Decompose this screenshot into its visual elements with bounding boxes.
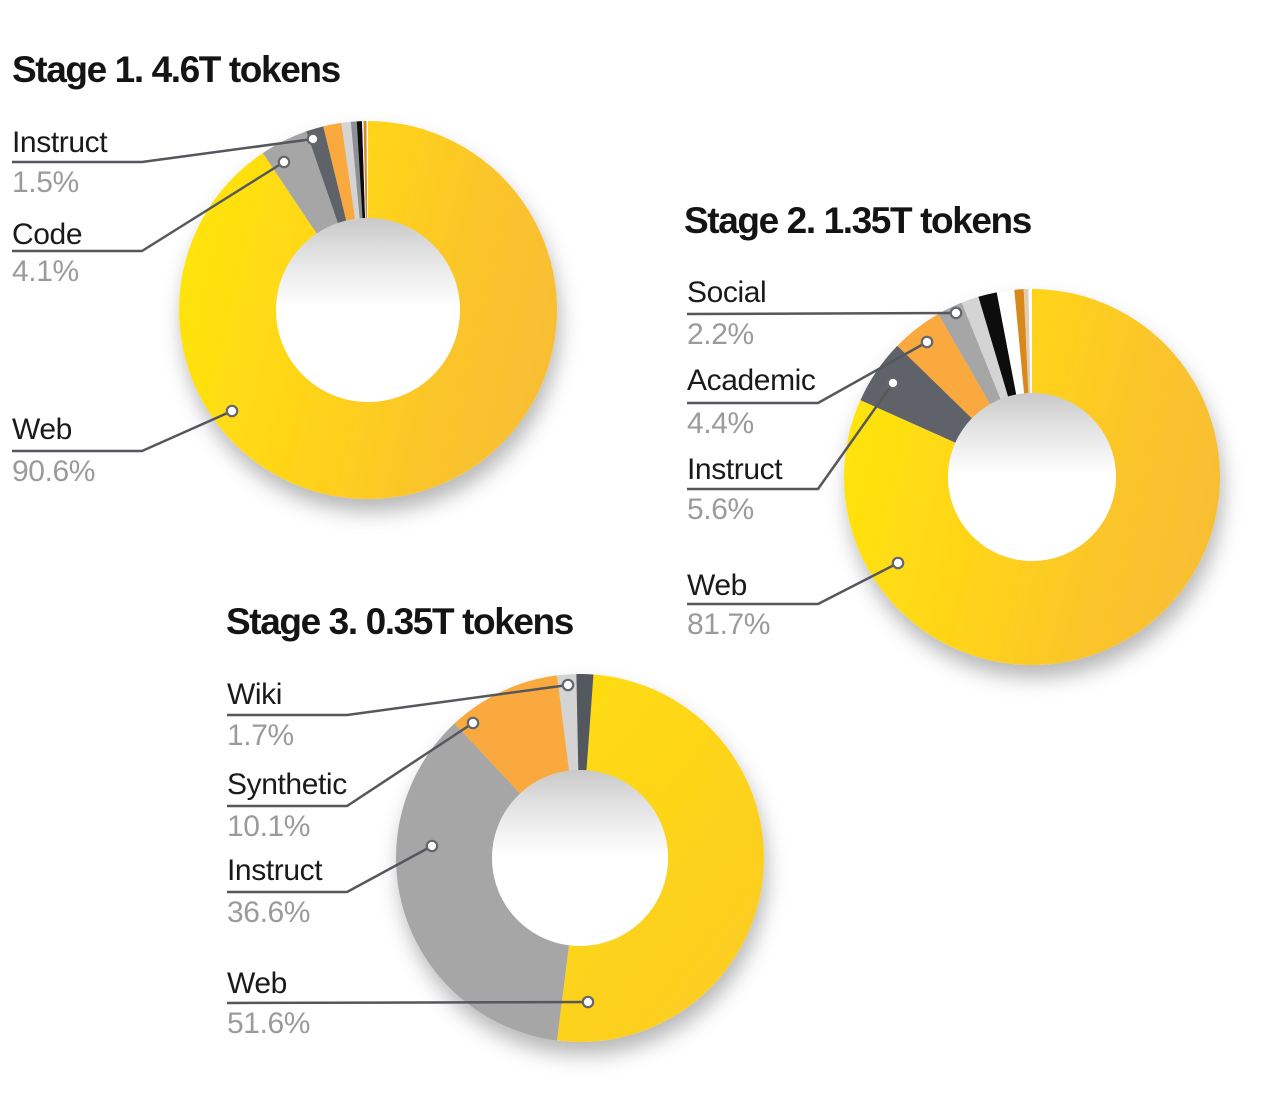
stage2-pct-web: 81.7%	[687, 608, 771, 641]
stage3-pct-wiki: 1.7%	[227, 719, 294, 752]
slice-web	[556, 674, 764, 1042]
stage-2-donut	[843, 288, 1220, 665]
slice-web	[179, 121, 558, 499]
slice-unlabeled	[996, 289, 1025, 395]
leader-line	[686, 311, 957, 316]
donut-hole	[948, 393, 1116, 561]
stage1-label-code: Code	[12, 218, 83, 251]
stage1-pct-instruct: 1.5%	[12, 166, 79, 199]
stage3-pct-synthetic: 10.1%	[227, 810, 311, 843]
slice-web	[843, 289, 1220, 665]
leader-line	[687, 382, 895, 491]
slice-unlabeled	[363, 121, 368, 219]
stage-3-title: Stage 3. 0.35T tokens	[226, 601, 574, 642]
slice-synthetic	[454, 675, 570, 794]
leader-dot	[886, 376, 900, 390]
stage3-label-web: Web	[227, 967, 287, 1000]
stage3-label-instruct: Instruct	[227, 854, 323, 887]
stage2-label-social: Social	[687, 276, 767, 309]
stage2-pct-academic: 4.4%	[687, 407, 754, 440]
stage2-label-academic: Academic	[687, 364, 816, 397]
stage-3-leaders	[226, 678, 595, 1009]
slice-unlabeled	[323, 122, 356, 221]
slice-wiki	[557, 674, 579, 771]
leader-dot	[949, 306, 963, 320]
slice-unlabeled	[341, 121, 360, 219]
stage1-pct-web: 90.6%	[12, 455, 96, 488]
leader-dot	[561, 678, 575, 692]
slice-instruct	[306, 126, 347, 224]
stage-2-leaders	[686, 306, 963, 606]
leader-dot	[920, 335, 934, 349]
donut-hole	[276, 218, 460, 402]
stage3-label-wiki: Wiki	[227, 678, 283, 711]
leader-line	[227, 844, 433, 894]
leader-line	[12, 160, 285, 253]
leader-dot	[306, 132, 320, 146]
leader-dot	[425, 839, 439, 853]
slice-instruct	[860, 345, 972, 443]
leader-line	[227, 683, 569, 717]
leader-line	[12, 137, 314, 164]
slice-unlabeled	[366, 121, 368, 218]
slice-unlabeled	[350, 121, 363, 219]
leader-line	[227, 721, 474, 808]
leader-dot	[466, 716, 480, 730]
leader-dot	[891, 556, 905, 570]
stage3-pct-instruct: 36.6%	[227, 896, 311, 929]
slice-unlabeled	[356, 121, 366, 219]
leader-dot	[225, 404, 239, 418]
donut-hole	[492, 770, 668, 946]
slice-unlabeled	[961, 296, 1009, 400]
slice-unlabeled	[978, 292, 1017, 397]
stage2-pct-instruct: 5.6%	[687, 493, 754, 526]
slice-social	[938, 302, 1001, 405]
leader-line	[12, 409, 233, 453]
stage-1-title: Stage 1. 4.6T tokens	[12, 49, 341, 90]
stage1-label-web: Web	[12, 413, 72, 446]
stage-1-donut	[179, 121, 558, 499]
slice-unlabeled	[1028, 288, 1032, 394]
slice-unlabeled	[1014, 289, 1029, 394]
stage1-pct-code: 4.1%	[12, 255, 79, 288]
stage2-label-instruct: Instruct	[687, 453, 783, 486]
slice-unlabeled	[576, 674, 594, 771]
stage1-label-instruct: Instruct	[12, 126, 108, 159]
stage2-pct-social: 2.2%	[687, 318, 754, 351]
leader-dot	[277, 155, 291, 169]
stage2-label-web: Web	[687, 569, 747, 602]
leader-line	[226, 1000, 589, 1005]
stage3-pct-web: 51.6%	[227, 1007, 311, 1040]
slice-unlabeled	[1023, 289, 1031, 394]
leader-line	[687, 340, 928, 405]
leader-line	[687, 561, 899, 606]
stage3-label-synthetic: Synthetic	[227, 768, 347, 801]
stage-1-leaders	[12, 132, 320, 453]
stage-3-donut	[396, 674, 764, 1042]
leader-dot	[581, 995, 595, 1009]
slice-academic	[897, 313, 991, 419]
stage-2-title: Stage 2. 1.35T tokens	[684, 200, 1032, 241]
slice-instruct	[396, 723, 569, 1041]
slice-unlabeled	[362, 121, 366, 219]
